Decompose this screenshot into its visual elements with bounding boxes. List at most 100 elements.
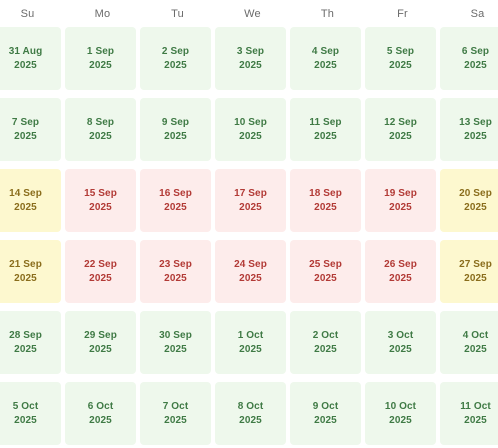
day-year: 2025 [164,272,187,284]
day-cell-available[interactable]: 9 Sep 2025 [140,98,211,161]
weekday-saturday: Sa [470,8,485,20]
weekday-monday: Mo [94,8,111,20]
day-year: 2025 [89,59,112,71]
day-date: 28 Sep [9,329,42,341]
day-date: 29 Sep [84,329,117,341]
day-year: 2025 [389,272,412,284]
day-cell-available[interactable]: 2 Oct 2025 [290,311,361,374]
day-year: 2025 [314,201,337,213]
day-cell-booked[interactable]: 19 Sep 2025 [365,169,436,232]
day-year: 2025 [164,201,187,213]
day-cell-weekend[interactable]: 27 Sep 2025 [440,240,498,303]
day-cell-available[interactable]: 8 Sep 2025 [65,98,136,161]
weekday-wednesday: We [244,8,261,20]
day-cell-available[interactable]: 31 Aug 2025 [0,27,61,90]
day-year: 2025 [314,59,337,71]
day-cell-available[interactable]: 3 Sep 2025 [215,27,286,90]
day-cell-available[interactable]: 7 Sep 2025 [0,98,61,161]
day-cell-weekend[interactable]: 20 Sep 2025 [440,169,498,232]
day-year: 2025 [464,201,487,213]
day-cell-booked[interactable]: 26 Sep 2025 [365,240,436,303]
day-date: 18 Sep [309,187,342,199]
day-cell-available[interactable]: 4 Oct 2025 [440,311,498,374]
day-year: 2025 [464,59,487,71]
day-cell-weekend[interactable]: 21 Sep 2025 [0,240,61,303]
day-cell-available[interactable]: 6 Sep 2025 [440,27,498,90]
day-date: 16 Sep [159,187,192,199]
day-date: 4 Oct [462,329,489,341]
day-date: 6 Oct [87,400,114,412]
day-year: 2025 [164,130,187,142]
day-cell-booked[interactable]: 17 Sep 2025 [215,169,286,232]
day-year: 2025 [89,201,112,213]
day-cell-booked[interactable]: 24 Sep 2025 [215,240,286,303]
day-cell-available[interactable]: 5 Oct 2025 [0,382,61,445]
weekday-tuesday: Tu [171,8,184,20]
day-date: 1 Sep [86,45,115,57]
day-cell-available[interactable]: 4 Sep 2025 [290,27,361,90]
day-date: 27 Sep [459,258,492,270]
day-date: 30 Sep [159,329,192,341]
day-cell-available[interactable]: 8 Oct 2025 [215,382,286,445]
day-year: 2025 [89,272,112,284]
day-date: 10 Sep [234,116,267,128]
day-cell-available[interactable]: 10 Oct 2025 [365,382,436,445]
day-cell-available[interactable]: 10 Sep 2025 [215,98,286,161]
day-date: 13 Sep [459,116,492,128]
day-year: 2025 [89,414,112,426]
day-cell-available[interactable]: 28 Sep 2025 [0,311,61,374]
day-date: 7 Sep [11,116,40,128]
day-year: 2025 [464,272,487,284]
day-cell-available[interactable]: 30 Sep 2025 [140,311,211,374]
day-year: 2025 [314,414,337,426]
day-year: 2025 [389,201,412,213]
day-date: 2 Sep [161,45,190,57]
day-date: 20 Sep [459,187,492,199]
day-cell-available[interactable]: 5 Sep 2025 [365,27,436,90]
day-date: 17 Sep [234,187,267,199]
day-year: 2025 [314,130,337,142]
day-cell-weekend[interactable]: 14 Sep 2025 [0,169,61,232]
day-date: 21 Sep [9,258,42,270]
day-cell-available[interactable]: 11 Sep 2025 [290,98,361,161]
day-year: 2025 [239,130,262,142]
day-date: 10 Oct [384,400,417,412]
day-cell-available[interactable]: 2 Sep 2025 [140,27,211,90]
day-date: 23 Sep [159,258,192,270]
day-cell-booked[interactable]: 18 Sep 2025 [290,169,361,232]
day-date: 3 Oct [387,329,414,341]
day-date: 26 Sep [384,258,417,270]
day-cell-available[interactable]: 6 Oct 2025 [65,382,136,445]
day-cell-booked[interactable]: 22 Sep 2025 [65,240,136,303]
day-cell-available[interactable]: 9 Oct 2025 [290,382,361,445]
day-date: 9 Sep [161,116,190,128]
weekday-friday: Fr [397,8,408,20]
day-date: 8 Oct [237,400,264,412]
day-cell-available[interactable]: 1 Oct 2025 [215,311,286,374]
day-cell-available[interactable]: 1 Sep 2025 [65,27,136,90]
day-year: 2025 [14,201,37,213]
day-year: 2025 [314,343,337,355]
day-year: 2025 [164,343,187,355]
day-cell-available[interactable]: 11 Oct 2025 [440,382,498,445]
day-date: 25 Sep [309,258,342,270]
day-cell-booked[interactable]: 25 Sep 2025 [290,240,361,303]
day-cell-booked[interactable]: 15 Sep 2025 [65,169,136,232]
day-date: 8 Sep [86,116,115,128]
day-year: 2025 [389,343,412,355]
day-date: 2 Oct [312,329,339,341]
day-date: 31 Aug [8,45,43,57]
day-cell-available[interactable]: 29 Sep 2025 [65,311,136,374]
day-cell-booked[interactable]: 16 Sep 2025 [140,169,211,232]
day-year: 2025 [389,414,412,426]
day-year: 2025 [464,414,487,426]
day-cell-available[interactable]: 12 Sep 2025 [365,98,436,161]
day-cell-available[interactable]: 13 Sep 2025 [440,98,498,161]
day-year: 2025 [89,343,112,355]
day-date: 19 Sep [384,187,417,199]
day-cell-available[interactable]: 7 Oct 2025 [140,382,211,445]
day-year: 2025 [239,414,262,426]
day-cell-available[interactable]: 3 Oct 2025 [365,311,436,374]
day-cell-booked[interactable]: 23 Sep 2025 [140,240,211,303]
day-year: 2025 [239,59,262,71]
